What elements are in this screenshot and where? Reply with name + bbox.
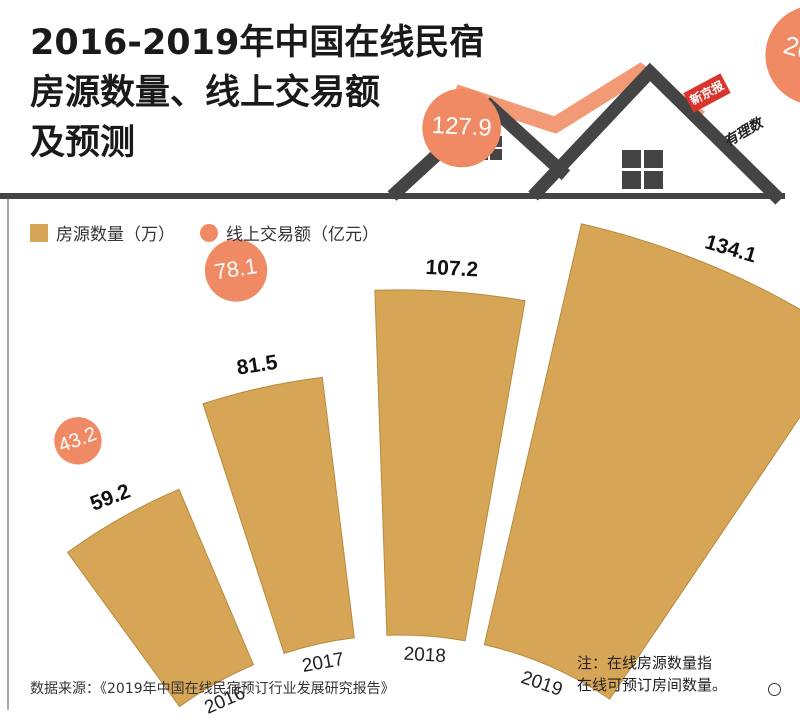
legend-gmv-label: 线上交易额（亿元） [226, 225, 379, 245]
listings-value-label: 59.2 [87, 480, 133, 516]
year-label-2017: 2017 [300, 649, 345, 677]
footnote: 注：在线房源数量指 在线可预订房间数量。 [577, 652, 727, 696]
house-roof-illustration [0, 62, 785, 205]
gmv-bubbles [54, 7, 800, 465]
listings-bars [66, 223, 800, 708]
right-roof-fill [548, 78, 770, 196]
gmv-bubble-2019 [765, 7, 800, 103]
title-line-3: 及预测 [30, 123, 136, 163]
year-label-2019: 2019 [518, 667, 565, 701]
legend-circle-icon [200, 223, 218, 242]
gmv-bubble-2017 [204, 239, 268, 302]
legend-gmv: 线上交易额（亿元） [200, 220, 379, 245]
data-source: 数据来源：《2019年中国在线民宿预订行业发展研究报告》 [30, 681, 395, 697]
legend-listings-label: 房源数量（万） [56, 225, 175, 245]
gmv-bubble-2018 [422, 88, 501, 168]
year-label-2018: 2018 [403, 644, 446, 667]
legend-listings: 房源数量（万） [30, 220, 175, 245]
end-circle-icon [768, 683, 781, 696]
listings-value-label: 134.1 [702, 231, 759, 268]
title-line-2: 房源数量、线上交易额 [30, 73, 381, 113]
gmv-value-label: 127.9 [431, 112, 492, 142]
listings-value-label: 107.2 [425, 256, 479, 282]
gmv-bubble-2016 [54, 417, 102, 465]
footnote-line-2: 在线可预订房间数量。 [577, 676, 728, 694]
listings-bar-2018 [374, 289, 526, 642]
listings-value-label: 81.5 [235, 351, 279, 380]
listings-bar-2019 [483, 223, 800, 700]
listings-bar-2017 [202, 376, 355, 654]
footnote-line-1: 注：在线房源数量指 [577, 654, 713, 672]
page-title: 2016-2019年中国在线民宿 房源数量、线上交易额 及预测 [30, 18, 590, 168]
title-line-1: 2016-2019年中国在线民宿 [30, 23, 485, 63]
listings-bar-2016 [66, 488, 255, 708]
large-window-icon [622, 150, 663, 189]
legend-square-icon [30, 223, 48, 242]
right-roof [528, 62, 785, 205]
